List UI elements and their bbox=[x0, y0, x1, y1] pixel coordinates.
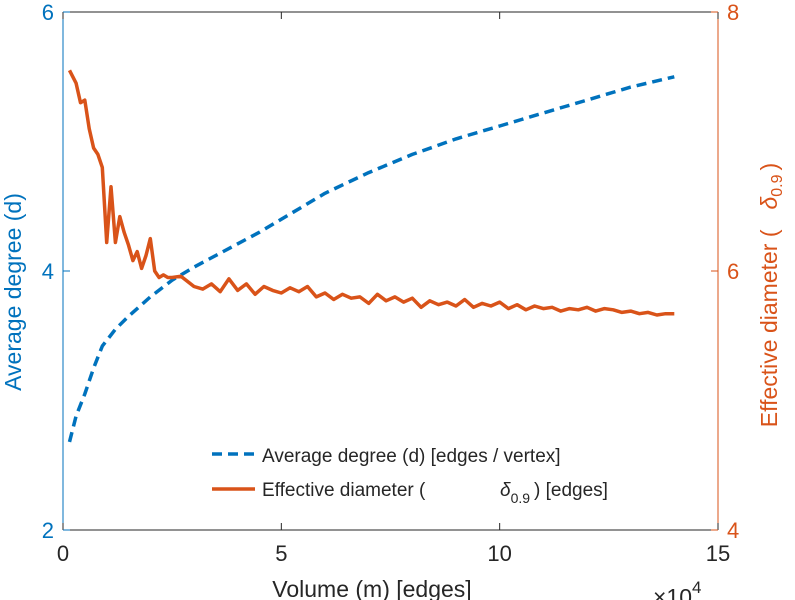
x-tick-label: 15 bbox=[706, 541, 730, 566]
right-y-axis-label: Effective diameter (δ0.9) bbox=[756, 163, 786, 427]
legend-label-average-degree: Average degree (d) [edges / vertex] bbox=[262, 446, 561, 467]
left-y-tick-label: 2 bbox=[42, 518, 54, 543]
left-y-tick-label: 6 bbox=[42, 0, 54, 25]
series-layer bbox=[67, 69, 675, 443]
left-y-tick-label: 4 bbox=[42, 259, 54, 284]
x-tick-label: 10 bbox=[487, 541, 511, 566]
x-tick-label: 5 bbox=[275, 541, 287, 566]
x-axis-ticks: 0 5 10 15 bbox=[57, 12, 730, 566]
x-scale-factor: ×104 bbox=[653, 578, 701, 600]
right-y-tick-label: 6 bbox=[727, 259, 739, 284]
x-tick-label: 0 bbox=[57, 541, 69, 566]
right-y-axis-ticks: 4 6 8 bbox=[711, 0, 739, 543]
series-average-degree-line bbox=[67, 75, 675, 443]
right-y-tick-label: 4 bbox=[727, 518, 739, 543]
x-axis-label: Volume (m) [edges] bbox=[272, 576, 471, 600]
right-y-tick-label: 8 bbox=[727, 0, 739, 25]
left-y-axis-ticks: 2 4 6 bbox=[42, 0, 70, 543]
legend-label-effective-diameter: Effective diameter (δ0.9) [edges] bbox=[262, 480, 608, 506]
left-y-axis-label: Average degree (d) bbox=[0, 193, 26, 391]
series-effective-diameter-line bbox=[67, 69, 675, 317]
legend: Average degree (d) [edges / vertex] Effe… bbox=[212, 446, 608, 506]
